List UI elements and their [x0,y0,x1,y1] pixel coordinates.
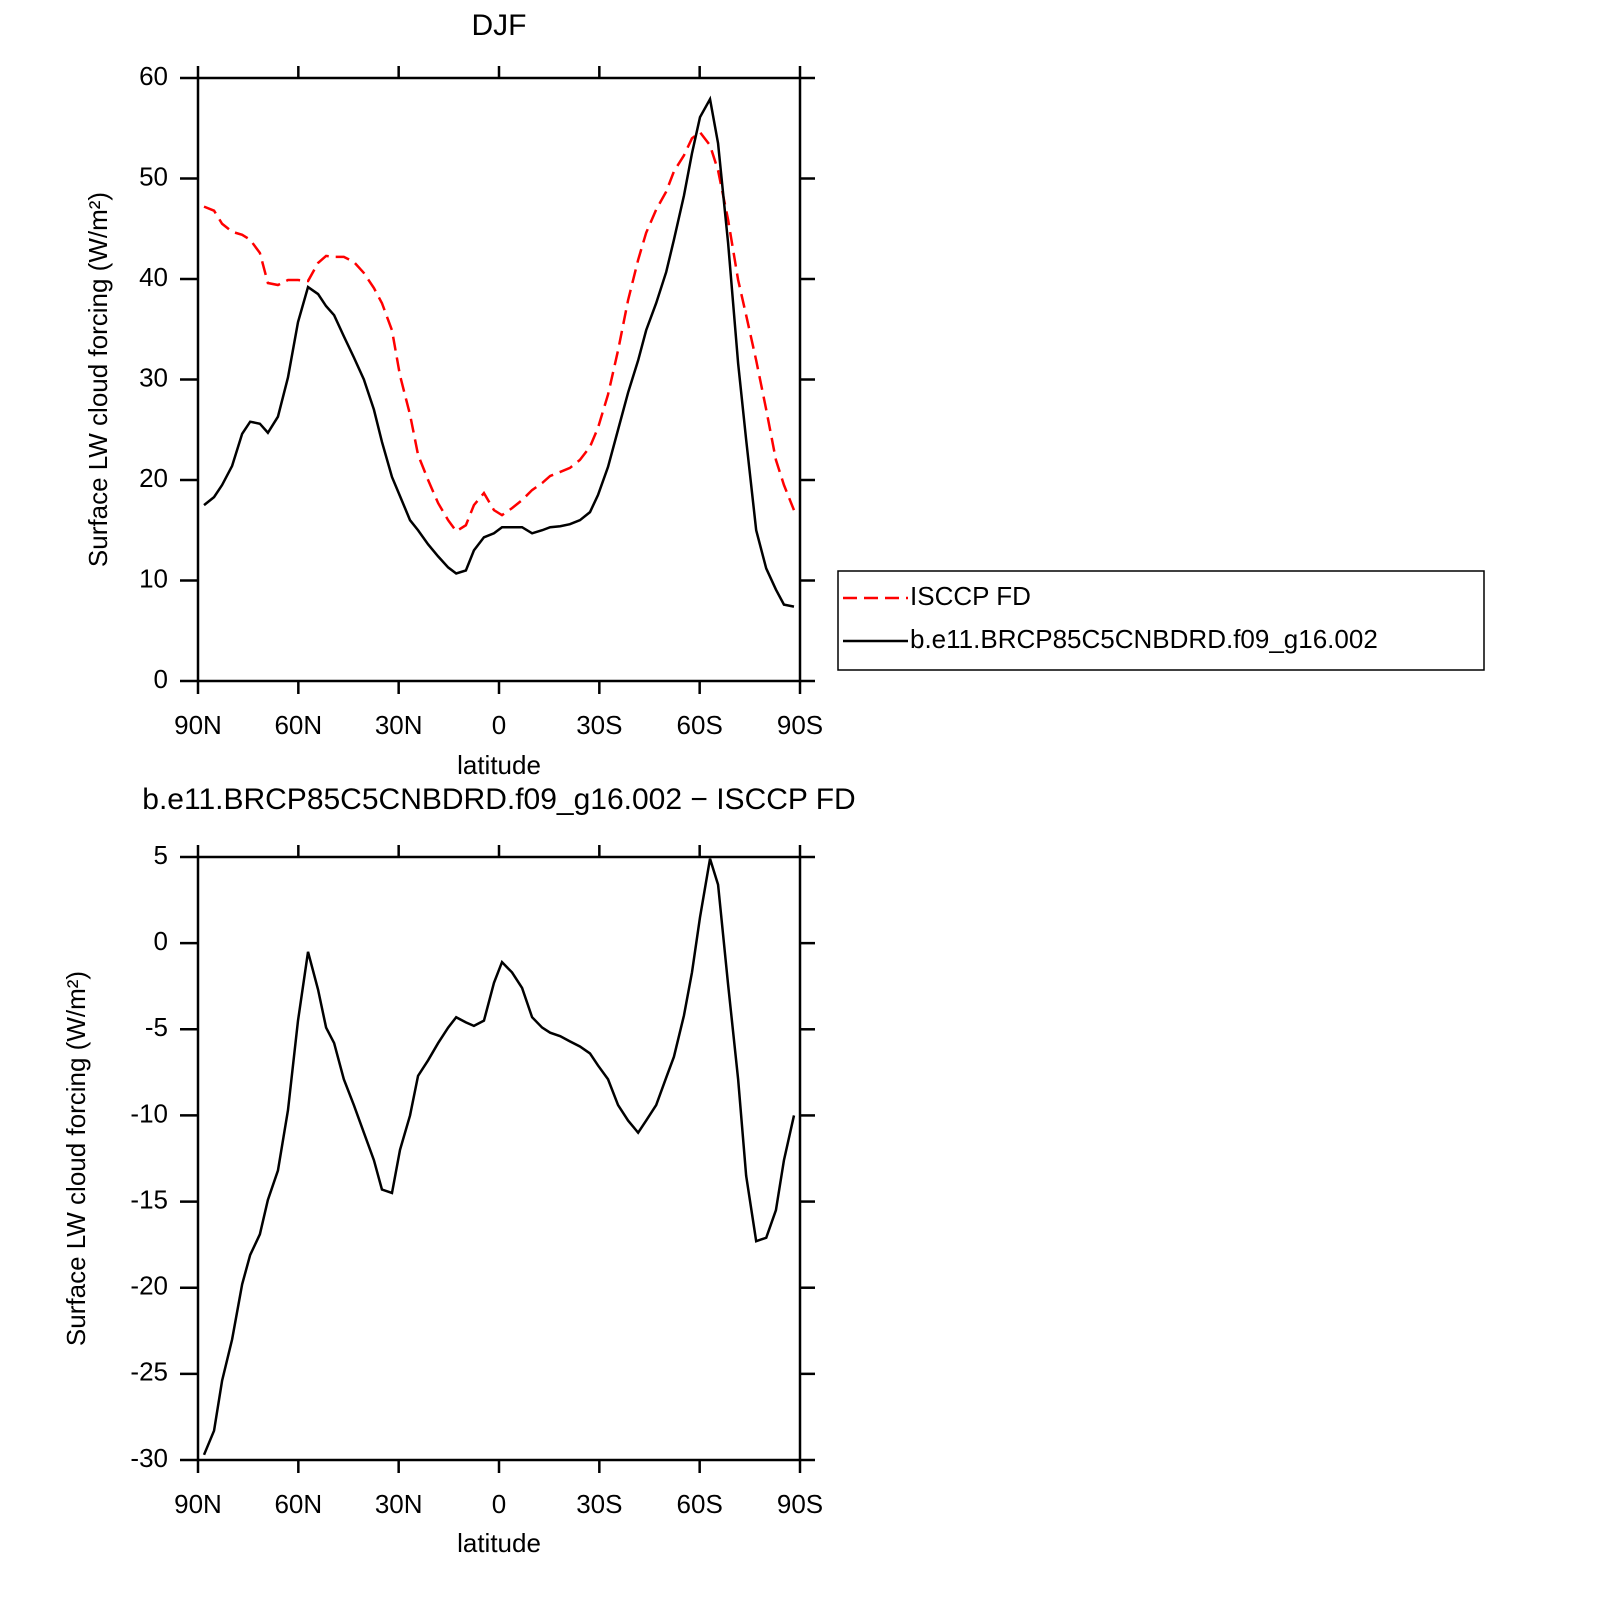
x-tick-label: 0 [492,710,506,740]
plot-frame [196,855,802,1462]
chart-title: DJF [472,9,527,42]
x-tick-label: 30N [375,1489,423,1519]
legend-label: b.e11.BRCP85C5CNBDRD.f09_g16.002 [910,624,1378,654]
x-tick-label: 60N [274,710,322,740]
data-line [202,858,796,1456]
chart-title: b.e11.BRCP85C5CNBDRD.f09_g16.002 − ISCCP… [142,783,855,816]
y-tick-label: 20 [139,463,168,493]
y-tick-label: 0 [154,664,168,694]
legend-box [837,570,1485,671]
data-line [203,95,795,608]
x-tick-label: 90S [777,1489,823,1519]
x-axis-label: latitude [457,1528,541,1558]
x-tick-label: 30N [375,710,423,740]
x-tick-label: 60S [677,710,723,740]
y-tick-label: 50 [139,161,168,191]
y-axis-label: Surface LW cloud forcing (W/m²) [61,971,91,1346]
y-tick-label: 10 [139,563,168,593]
x-tick-label: 0 [492,1489,506,1519]
y-tick-label: -15 [130,1184,168,1214]
data-line [203,130,796,533]
y-tick-label: 60 [139,61,168,91]
plot-frame [196,76,802,683]
y-tick-label: 5 [154,840,168,870]
y-tick-label: 40 [139,262,168,292]
y-tick-label: -5 [145,1012,168,1042]
x-tick-label: 30S [576,710,622,740]
x-tick-label: 90N [174,1489,222,1519]
y-tick-label: -10 [130,1098,168,1128]
y-tick-label: -25 [130,1357,168,1387]
x-tick-label: 60N [274,1489,322,1519]
x-tick-label: 90S [777,710,823,740]
y-tick-label: 0 [154,926,168,956]
x-tick-label: 90N [174,710,222,740]
x-tick-label: 30S [576,1489,622,1519]
y-tick-label: 30 [139,362,168,392]
y-tick-label: -20 [130,1271,168,1301]
y-tick-label: -30 [130,1443,168,1473]
x-axis-label: latitude [457,750,541,780]
x-tick-label: 60S [677,1489,723,1519]
y-axis-label: Surface LW cloud forcing (W/m²) [83,192,113,567]
legend-label: ISCCP FD [910,581,1031,611]
